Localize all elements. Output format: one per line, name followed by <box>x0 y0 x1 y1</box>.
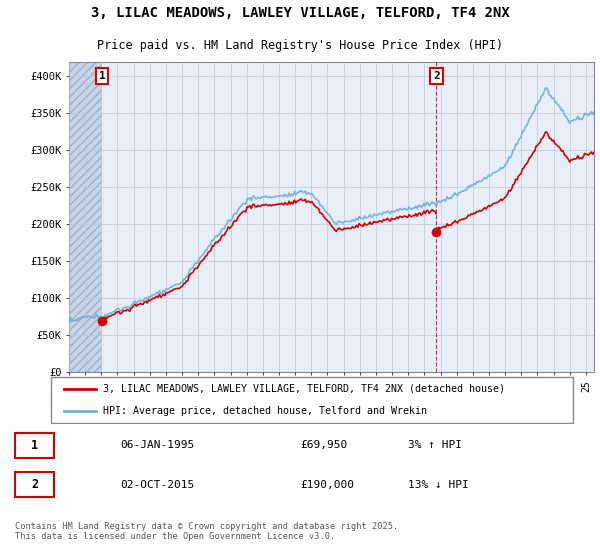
Text: 3, LILAC MEADOWS, LAWLEY VILLAGE, TELFORD, TF4 2NX: 3, LILAC MEADOWS, LAWLEY VILLAGE, TELFOR… <box>91 6 509 20</box>
Text: 2: 2 <box>31 478 38 491</box>
Text: Price paid vs. HM Land Registry's House Price Index (HPI): Price paid vs. HM Land Registry's House … <box>97 39 503 53</box>
Bar <box>69 62 102 372</box>
Text: 3, LILAC MEADOWS, LAWLEY VILLAGE, TELFORD, TF4 2NX (detached house): 3, LILAC MEADOWS, LAWLEY VILLAGE, TELFOR… <box>103 384 505 394</box>
FancyBboxPatch shape <box>15 433 54 458</box>
Text: 2: 2 <box>433 71 440 81</box>
Text: 02-OCT-2015: 02-OCT-2015 <box>120 480 194 490</box>
Text: £190,000: £190,000 <box>300 480 354 490</box>
Text: Contains HM Land Registry data © Crown copyright and database right 2025.
This d: Contains HM Land Registry data © Crown c… <box>15 522 398 542</box>
FancyBboxPatch shape <box>50 377 574 422</box>
Text: 13% ↓ HPI: 13% ↓ HPI <box>408 480 469 490</box>
Text: £69,950: £69,950 <box>300 440 347 450</box>
Text: 1: 1 <box>31 439 38 452</box>
Text: HPI: Average price, detached house, Telford and Wrekin: HPI: Average price, detached house, Telf… <box>103 406 427 416</box>
Text: 3% ↑ HPI: 3% ↑ HPI <box>408 440 462 450</box>
Text: 06-JAN-1995: 06-JAN-1995 <box>120 440 194 450</box>
Text: 1: 1 <box>98 71 106 81</box>
Bar <box>69 62 102 372</box>
FancyBboxPatch shape <box>15 472 54 497</box>
